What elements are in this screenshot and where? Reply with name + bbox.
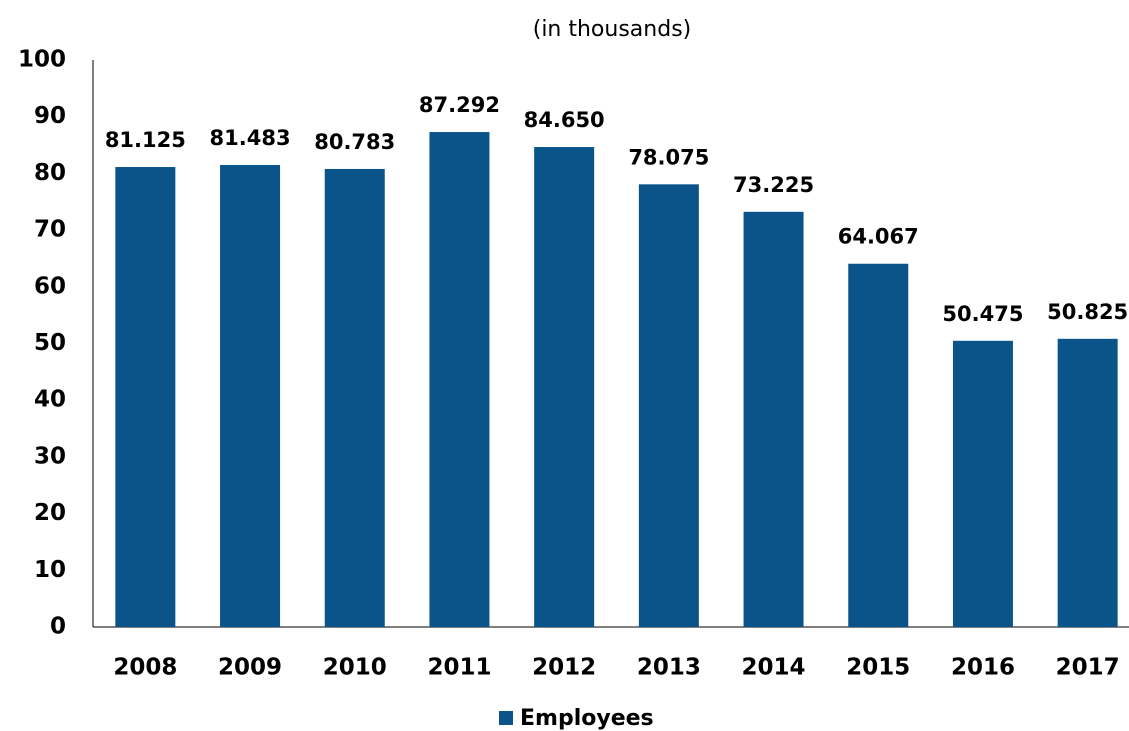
bar (952, 340, 1013, 627)
y-tick-label: 10 (34, 557, 66, 583)
value-label: 81.483 (210, 126, 291, 150)
bar (743, 211, 804, 627)
y-tick-label: 40 (34, 387, 66, 413)
y-tick-label: 60 (34, 273, 66, 299)
bar (638, 184, 699, 627)
y-tick-label: 80 (34, 160, 66, 186)
x-tick-label: 2013 (637, 655, 701, 681)
x-tick-label: 2014 (742, 655, 806, 681)
value-label: 64.067 (838, 225, 919, 249)
bar (324, 168, 385, 627)
x-tick-label: 2012 (532, 655, 596, 681)
x-tick-label: 2009 (218, 655, 282, 681)
legend-label: Employees (520, 706, 654, 731)
bar (429, 132, 490, 627)
value-label: 87.292 (419, 93, 500, 117)
y-tick-label: 20 (34, 500, 66, 526)
x-tick-label: 2015 (846, 655, 910, 681)
x-tick-label: 2011 (427, 655, 491, 681)
value-label: 80.783 (314, 130, 395, 154)
value-label: 50.475 (942, 302, 1023, 326)
bar (220, 164, 281, 627)
x-tick-label: 2016 (951, 655, 1015, 681)
chart-subtitle: (in thousands) (533, 17, 692, 42)
value-label: 81.125 (105, 128, 186, 152)
bar (1057, 338, 1118, 627)
x-tick-label: 2017 (1056, 655, 1120, 681)
value-label: 78.075 (628, 145, 709, 169)
y-tick-label: 70 (34, 217, 66, 243)
y-tick-label: 50 (34, 330, 66, 356)
bar (115, 167, 176, 628)
value-label: 73.225 (733, 173, 814, 197)
y-tick-label: 30 (34, 443, 66, 469)
y-tick-label: 0 (50, 614, 66, 640)
x-tick-label: 2010 (323, 655, 387, 681)
value-label: 50.825 (1047, 300, 1128, 324)
bar (534, 147, 595, 628)
y-tick-label: 100 (18, 47, 66, 73)
y-tick-label: 90 (34, 103, 66, 129)
bar (848, 263, 909, 627)
legend-swatch (499, 711, 513, 725)
x-tick-label: 2008 (113, 655, 177, 681)
value-label: 84.650 (524, 108, 605, 132)
